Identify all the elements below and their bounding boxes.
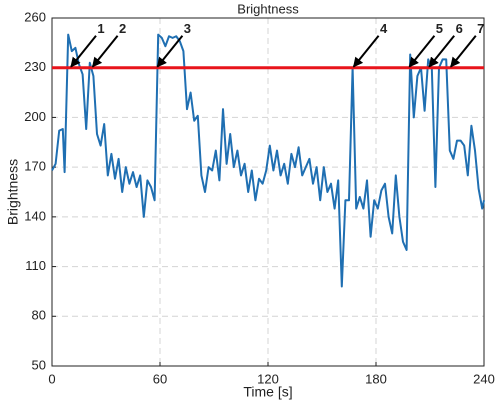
y-tick-label: 110 — [25, 258, 46, 273]
x-tick-label: 180 — [365, 371, 387, 386]
annotation-label: 6 — [456, 21, 463, 36]
y-tick-label: 170 — [24, 159, 46, 174]
x-tick-label: 0 — [48, 371, 55, 386]
annotation-label: 5 — [436, 21, 443, 36]
y-tick-label: 140 — [24, 208, 46, 223]
annotation-label: 7 — [477, 21, 484, 36]
annotation-label: 4 — [380, 21, 388, 36]
x-tick-label: 60 — [153, 371, 167, 386]
y-tick-label: 230 — [24, 59, 46, 74]
y-axis-label: Brightness — [5, 159, 21, 225]
chart-title: Brightness — [237, 1, 299, 16]
annotation-label: 1 — [97, 21, 104, 36]
x-axis-label: Time [s] — [243, 384, 292, 400]
annotation-label: 3 — [184, 21, 191, 36]
data-line — [51, 33, 485, 288]
y-tick-label: 50 — [32, 357, 46, 372]
x-tick-label: 120 — [257, 371, 279, 386]
annotation-arrow — [70, 35, 97, 68]
annotation-arrow — [352, 35, 380, 68]
y-tick-label: 80 — [32, 308, 46, 323]
x-tick-label: 240 — [473, 371, 495, 386]
annotation-arrow — [91, 35, 119, 68]
axes-frame — [51, 17, 485, 367]
y-tick-label: 200 — [24, 109, 46, 124]
annotation-label: 2 — [119, 21, 126, 36]
annotation-arrow — [428, 35, 455, 68]
y-tick-label: 260 — [24, 9, 46, 24]
annotation-arrow — [450, 35, 477, 68]
annotation-arrow — [408, 35, 436, 68]
annotation-arrow — [156, 35, 184, 68]
